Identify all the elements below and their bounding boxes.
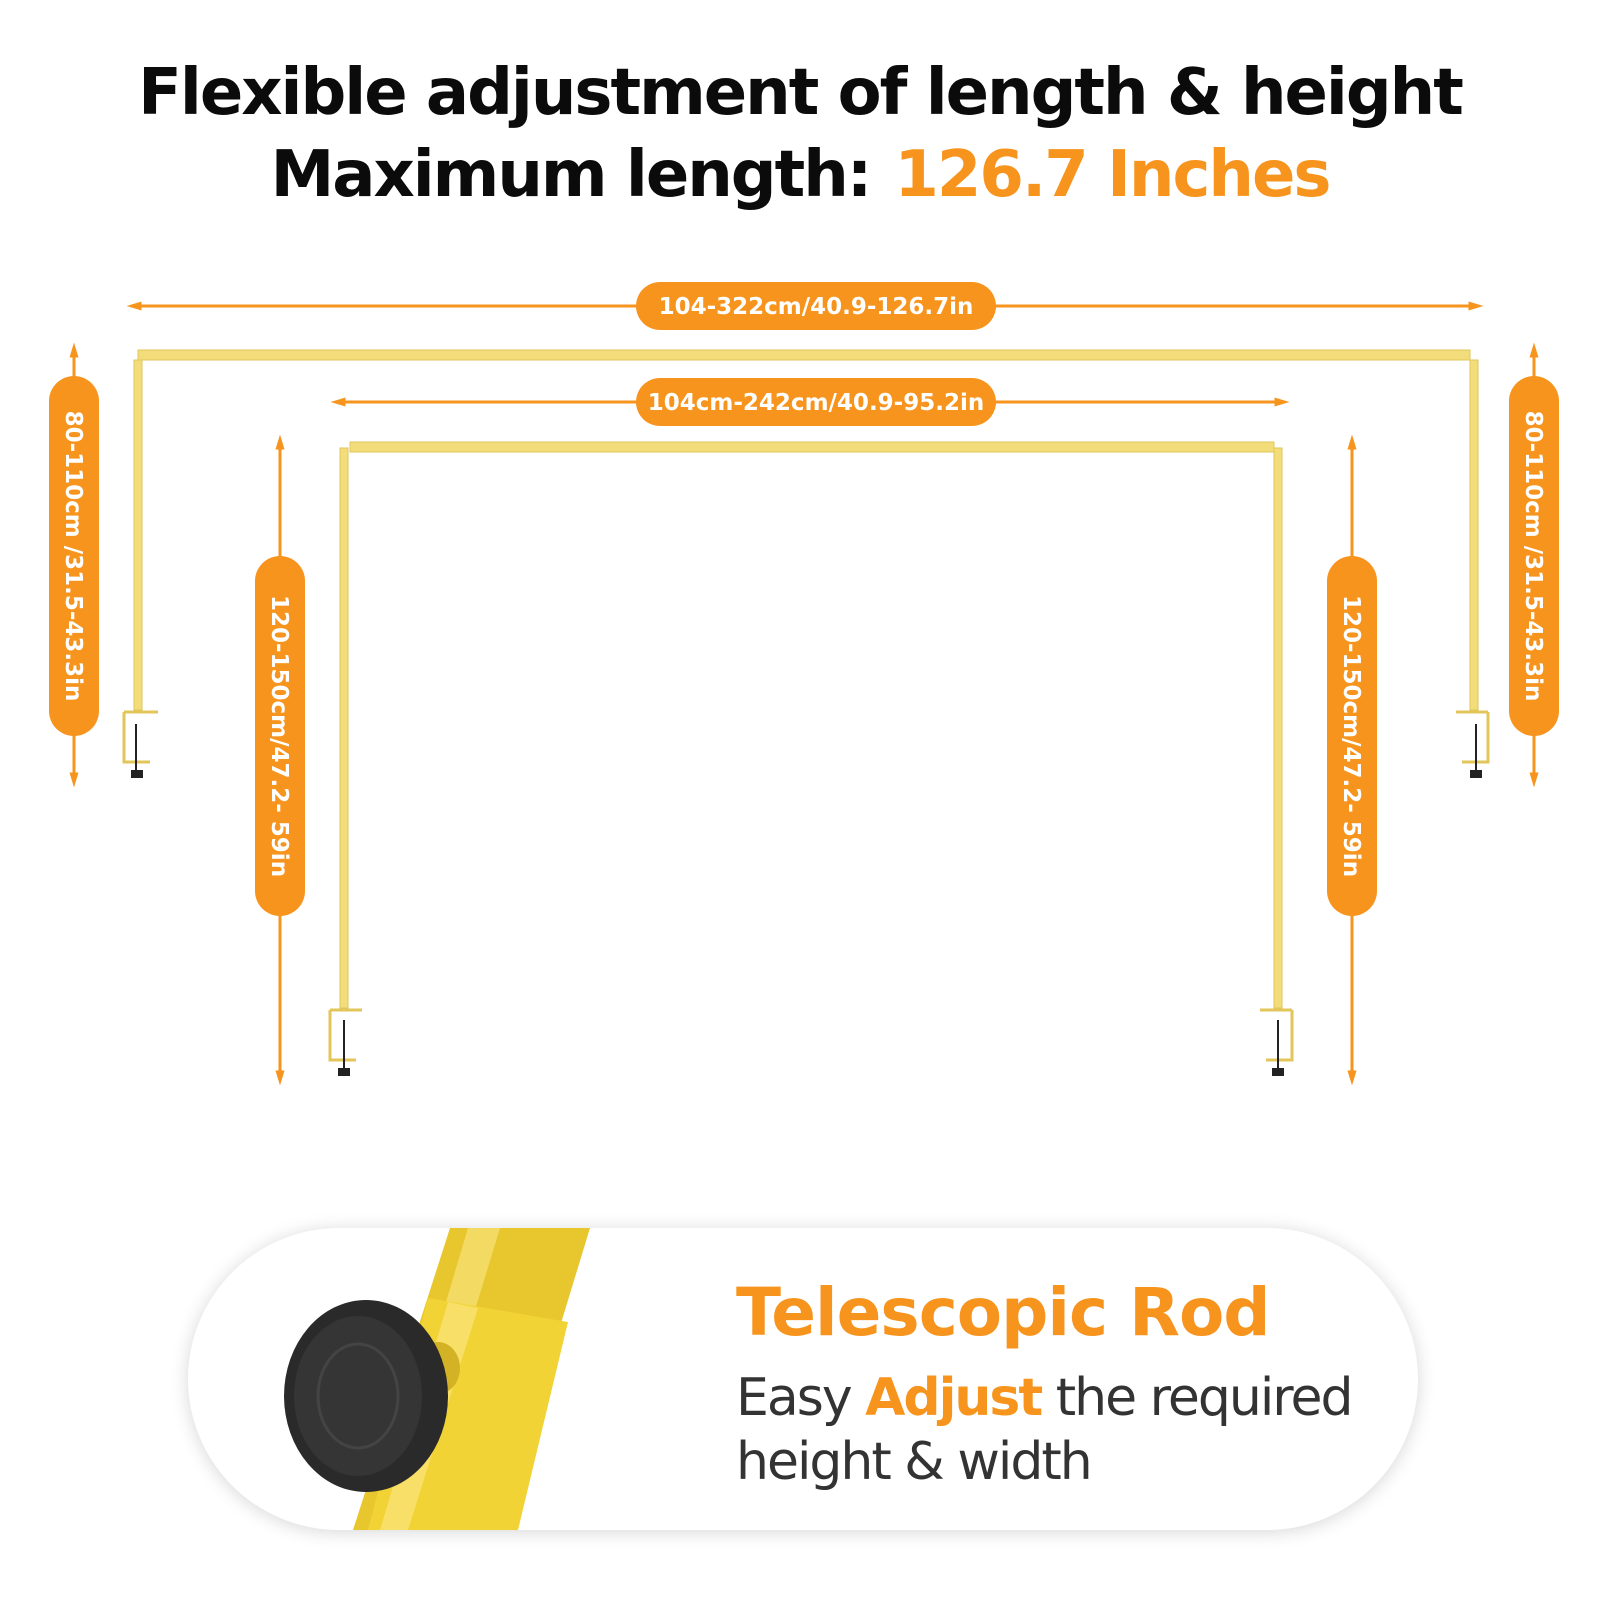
outer-frame bbox=[133, 349, 1479, 711]
inner-width-dimension: 104cm-242cm/40.9-95.2in bbox=[330, 378, 1290, 426]
desc-easy: Easy bbox=[736, 1368, 853, 1428]
clamp-icon bbox=[122, 710, 158, 778]
headline-title: Flexible adjustment of length & height bbox=[0, 56, 1600, 130]
outer-width-dimension: 104-322cm/40.9-126.7in bbox=[126, 282, 1484, 330]
telescopic-rod-knob-image bbox=[284, 1228, 590, 1530]
max-length-value: 126.7 Inches bbox=[894, 138, 1331, 212]
clamp-icon bbox=[328, 1008, 362, 1076]
outer-width-label: 104-322cm/40.9-126.7in bbox=[659, 294, 974, 320]
headline-line1: Flexible adjustment of length & height bbox=[138, 56, 1464, 130]
desc-rest: the required height & width bbox=[736, 1368, 1354, 1492]
desc-adjust: Adjust bbox=[865, 1368, 1043, 1428]
inner-width-label: 104cm-242cm/40.9-95.2in bbox=[648, 390, 984, 416]
inner-height-right-dimension: 120-150cm/47.2- 59in bbox=[1327, 434, 1377, 1086]
outer-height-left-label: 80-110cm /31.5-43.3in bbox=[60, 411, 86, 702]
outer-height-left-pill bbox=[49, 376, 99, 736]
inner-height-left-label: 120-150cm/47.2- 59in bbox=[266, 595, 292, 877]
inner-height-right-pill bbox=[1327, 556, 1377, 916]
inner-height-right-label: 120-150cm/47.2- 59in bbox=[1338, 595, 1364, 877]
clamp-icon bbox=[1456, 710, 1490, 778]
headline-max-length: Maximum length: 126.7 Inches bbox=[0, 138, 1600, 212]
outer-width-pill bbox=[636, 282, 996, 330]
outer-height-right-label: 80-110cm /31.5-43.3in bbox=[1520, 411, 1546, 702]
inner-width-pill bbox=[636, 378, 996, 426]
clamp-icon bbox=[1260, 1008, 1294, 1076]
inner-height-left-dimension: 120-150cm/47.2- 59in bbox=[255, 434, 305, 1086]
inner-height-left-pill bbox=[255, 556, 305, 916]
outer-height-left-dimension: 80-110cm /31.5-43.3in bbox=[49, 342, 99, 788]
max-length-label: Maximum length: bbox=[270, 138, 873, 212]
telescopic-rod-card: Telescopic Rod Easy Adjust the required … bbox=[188, 1228, 1418, 1530]
feature-title: Telescopic Rod bbox=[736, 1274, 1271, 1351]
outer-height-right-dimension: 80-110cm /31.5-43.3in bbox=[1509, 342, 1559, 788]
feature-description: Easy Adjust the required height & width bbox=[736, 1366, 1376, 1494]
inner-frame bbox=[339, 441, 1283, 1009]
outer-height-right-pill bbox=[1509, 376, 1559, 736]
